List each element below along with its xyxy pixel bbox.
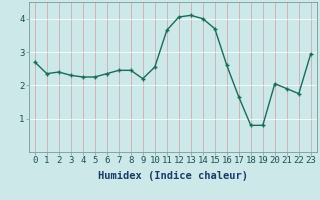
- X-axis label: Humidex (Indice chaleur): Humidex (Indice chaleur): [98, 171, 248, 181]
